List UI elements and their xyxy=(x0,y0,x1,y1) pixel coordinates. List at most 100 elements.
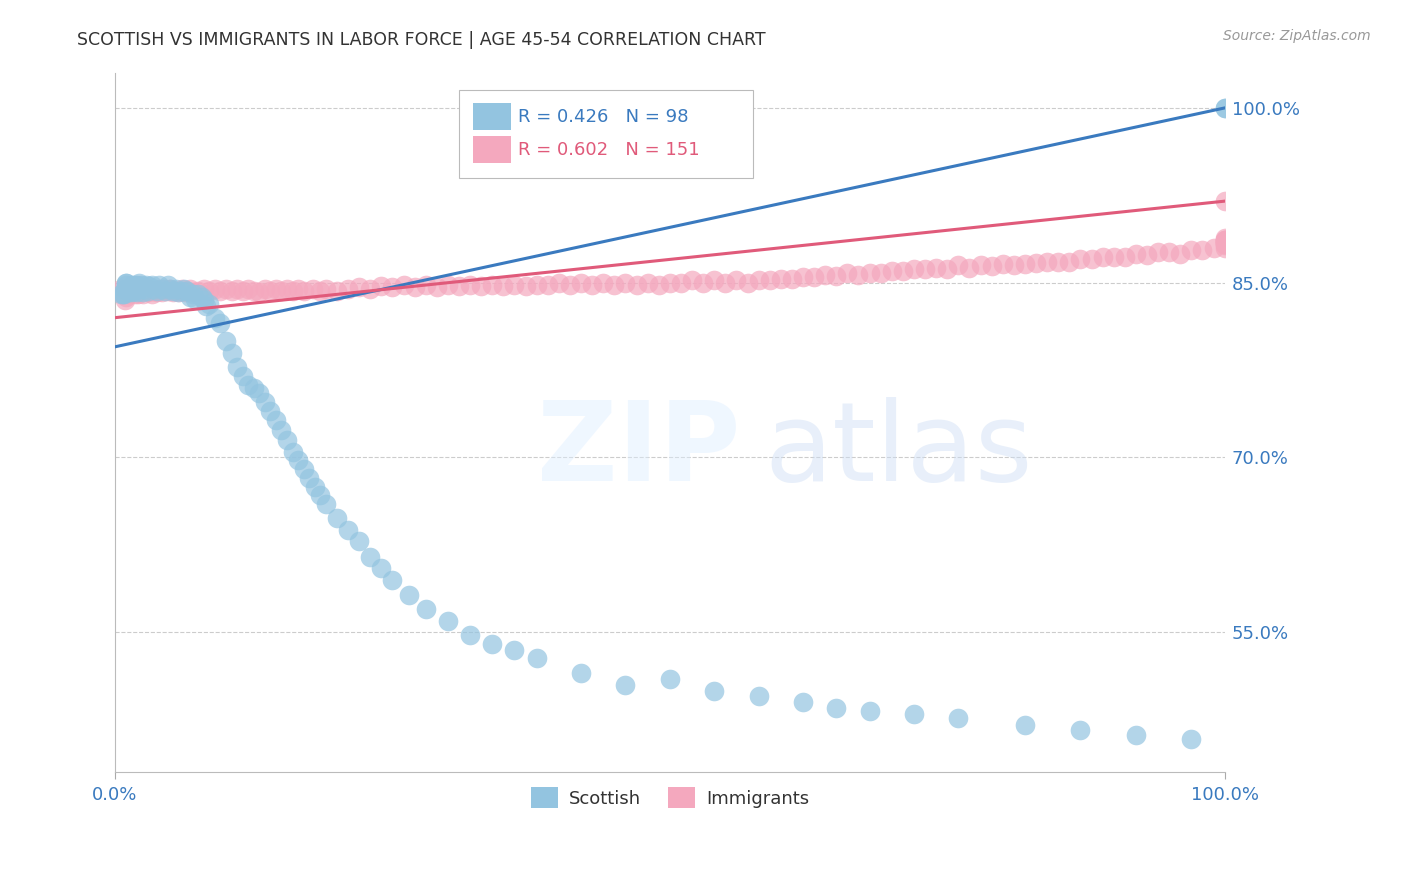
Point xyxy=(447,279,470,293)
Point xyxy=(114,281,136,295)
Point xyxy=(153,281,176,295)
Point xyxy=(326,511,349,525)
Point xyxy=(948,711,970,725)
Point xyxy=(1002,258,1025,272)
Point xyxy=(1059,254,1081,268)
Point xyxy=(370,279,392,293)
Text: Source: ZipAtlas.com: Source: ZipAtlas.com xyxy=(1223,29,1371,43)
Point xyxy=(181,285,204,299)
Point xyxy=(141,278,163,293)
Point xyxy=(135,281,157,295)
Point xyxy=(1069,723,1091,738)
Point xyxy=(637,276,659,290)
Point xyxy=(193,281,215,295)
Point xyxy=(1125,728,1147,742)
Point xyxy=(792,695,814,709)
Point xyxy=(110,281,132,295)
Point xyxy=(748,273,770,287)
Point xyxy=(1213,233,1236,247)
Point xyxy=(120,281,142,295)
Point xyxy=(1213,238,1236,252)
Point xyxy=(526,278,548,293)
Point xyxy=(1102,250,1125,264)
Point xyxy=(880,264,903,278)
Point xyxy=(287,452,309,467)
Point xyxy=(215,334,238,348)
Point xyxy=(1014,718,1036,732)
Point xyxy=(110,287,132,301)
Point xyxy=(190,290,212,304)
Point xyxy=(959,260,981,275)
Point xyxy=(1213,231,1236,245)
Point xyxy=(603,278,626,293)
Point xyxy=(1147,245,1170,260)
Point xyxy=(259,404,281,418)
Point xyxy=(259,284,281,298)
Point xyxy=(232,284,254,298)
Point xyxy=(1069,252,1091,267)
Point xyxy=(132,281,155,295)
Point xyxy=(136,284,159,298)
Point xyxy=(703,273,725,287)
Point xyxy=(1191,243,1213,257)
Point xyxy=(304,480,326,494)
Point xyxy=(359,549,381,564)
Point xyxy=(127,281,149,295)
Point xyxy=(526,651,548,665)
Point xyxy=(146,285,169,299)
Point xyxy=(132,287,155,301)
Point xyxy=(1159,245,1181,260)
Point xyxy=(903,706,925,721)
Point xyxy=(141,287,163,301)
Point xyxy=(179,281,201,295)
Point xyxy=(1014,257,1036,271)
Point xyxy=(176,284,198,298)
Point xyxy=(737,276,759,290)
Point xyxy=(1213,235,1236,249)
Point xyxy=(167,285,190,299)
Point xyxy=(1180,732,1202,747)
Point xyxy=(714,276,737,290)
Point xyxy=(281,284,304,298)
Point xyxy=(121,281,143,295)
Point xyxy=(703,683,725,698)
Point xyxy=(758,273,780,287)
Point xyxy=(692,276,714,290)
Point xyxy=(614,276,637,290)
Point xyxy=(174,285,197,299)
Point xyxy=(669,276,692,290)
Point xyxy=(148,281,170,295)
Point xyxy=(301,281,323,295)
Point xyxy=(825,268,848,283)
Point xyxy=(337,281,360,295)
Point xyxy=(270,284,292,298)
Point xyxy=(153,284,176,298)
Point xyxy=(980,260,1002,274)
Point xyxy=(159,281,181,295)
Point xyxy=(592,276,614,290)
Point xyxy=(1125,246,1147,260)
Point xyxy=(858,705,880,719)
Point xyxy=(242,380,264,394)
Point xyxy=(112,287,135,301)
Point xyxy=(132,284,155,298)
Point xyxy=(1213,236,1236,251)
Point xyxy=(127,287,149,301)
Point xyxy=(848,268,870,282)
Point xyxy=(136,285,159,299)
Point xyxy=(309,488,332,502)
Point xyxy=(381,280,404,294)
Point xyxy=(184,292,207,306)
Point xyxy=(276,433,298,447)
Point xyxy=(1168,246,1191,260)
Point xyxy=(125,284,148,298)
Point xyxy=(1213,194,1236,209)
Point xyxy=(148,278,170,293)
Point xyxy=(146,284,169,298)
Point xyxy=(157,278,180,293)
Point xyxy=(398,588,420,602)
Point xyxy=(124,287,146,301)
Point xyxy=(948,258,970,272)
Point xyxy=(195,299,218,313)
Point xyxy=(204,310,226,325)
